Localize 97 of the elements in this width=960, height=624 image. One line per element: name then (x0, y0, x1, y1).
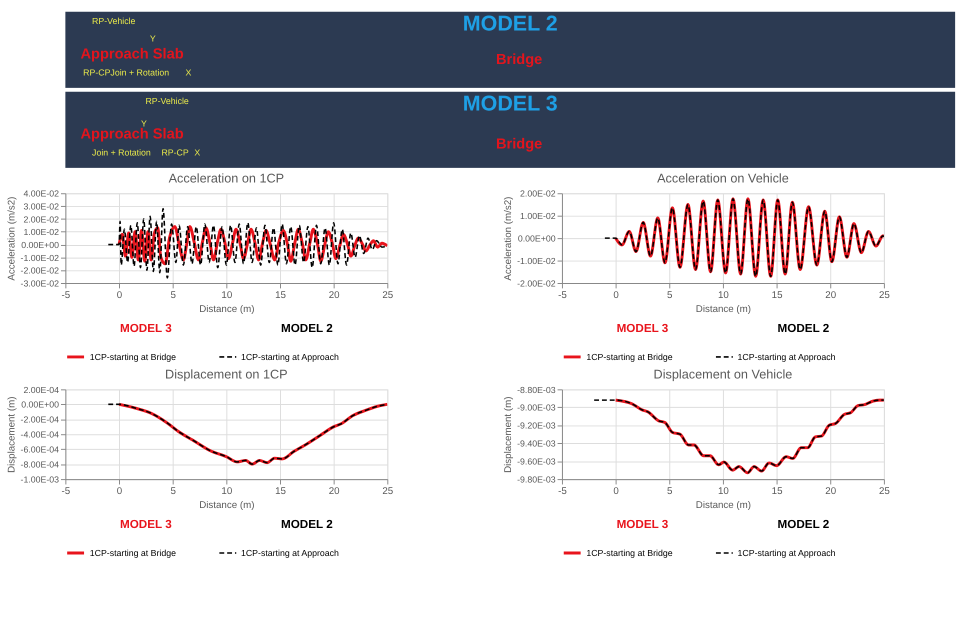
y-tick-label: 0.00E+00 (21, 400, 60, 410)
text: Y (150, 33, 156, 44)
y-tick-label: 0.00E+00 (518, 234, 556, 244)
chart-title: Acceleration on 1CP (168, 172, 284, 186)
x-tick-label: 10 (221, 290, 233, 302)
y-tick-label: -2.00E-02 (20, 266, 60, 276)
y-tick-label: 4.00E-02 (23, 188, 60, 199)
y-tick-label: -1.00E-02 (517, 256, 556, 266)
x-tick-label: -5 (558, 290, 568, 302)
y-tick-label: -4.00E-04 (20, 430, 60, 440)
legend-label: 1CP-starting at Approach (240, 548, 340, 558)
text: Bridge (496, 52, 542, 68)
chart-title: Acceleration on Vehicle (657, 172, 789, 186)
x-tick-label: 25 (382, 486, 394, 498)
y-tick-label: -8.80E-03 (517, 384, 556, 395)
x-tick-label: 15 (275, 290, 286, 302)
y-tick-label: -6.00E-04 (20, 444, 60, 455)
x-tick-label: 0 (116, 486, 123, 498)
chart-title: Displacement on 1CP (165, 368, 288, 382)
y-tick-label: -8.00E-04 (20, 460, 60, 470)
y-tick-label: 2.00E-02 (520, 188, 556, 199)
y-tick-label: -9.60E-03 (517, 456, 556, 467)
x-tick-label: 20 (328, 486, 340, 498)
y-tick-label: 1.00E-02 (520, 211, 556, 222)
x-tick-label: -5 (62, 290, 71, 302)
text: Approach Slab (80, 46, 184, 63)
text: MODEL 3 (120, 518, 172, 531)
y-axis-title: Displacement (m) (6, 396, 18, 473)
y-tick-label: -2.00E-04 (20, 414, 60, 425)
legend-label: 1CP-starting at Approach (738, 352, 836, 362)
y-tick-label: 1.00E-02 (23, 227, 60, 238)
x-tick-label: 15 (275, 486, 286, 498)
text: MODEL 2 (462, 11, 558, 36)
text: RP-Vehicle (92, 16, 136, 26)
y-tick-label: -1.00E-03 (20, 474, 60, 485)
text: RP-Vehicle (145, 96, 189, 106)
x-tick-label: 20 (328, 290, 340, 302)
x-tick-label: 25 (878, 290, 890, 302)
x-tick-label: -5 (62, 486, 71, 498)
text: X (185, 68, 192, 78)
text: MODEL 3 (616, 518, 669, 531)
y-tick-label: -9.00E-03 (517, 402, 556, 413)
x-tick-label: 0 (613, 486, 620, 498)
x-tick-label: 20 (825, 290, 837, 302)
text: Y (140, 118, 147, 129)
legend-label: 1CP-starting at Approach (240, 352, 340, 362)
text: Bridge (496, 136, 542, 152)
x-tick-label: 10 (718, 290, 730, 302)
text: Join + Rotation (92, 148, 151, 158)
x-tick-label: 10 (718, 486, 730, 498)
y-axis-title: Displacement (m) (503, 396, 514, 473)
x-tick-label: 20 (825, 486, 837, 498)
x-tick-label: 10 (221, 486, 233, 498)
legend-label: 1CP-starting at Approach (738, 548, 836, 558)
text: RP-CP (161, 148, 189, 158)
legend-label: 1CP-starting at Bridge (90, 352, 176, 362)
text: MODEL 2 (778, 322, 830, 335)
text: MODEL 3 (616, 322, 669, 335)
x-tick-label: -5 (558, 486, 568, 498)
text: MODEL 2 (778, 518, 830, 531)
y-tick-label: -9.40E-03 (517, 438, 556, 449)
x-axis-title: Distance (m) (199, 500, 254, 511)
y-tick-label: 2.00E-04 (23, 384, 60, 395)
text: X (194, 148, 200, 158)
y-tick-label: 0.00E+00 (21, 240, 60, 250)
text: MODEL 3 (120, 322, 172, 335)
text: MODEL 2 (280, 518, 334, 531)
x-tick-label: 25 (878, 486, 890, 498)
legend-label: 1CP-starting at Bridge (586, 352, 673, 362)
x-axis-title: Distance (m) (199, 304, 254, 315)
x-tick-label: 25 (382, 290, 394, 302)
y-tick-label: -3.00E-02 (20, 278, 60, 288)
text: RP-CPJoin + Rotation (83, 68, 170, 78)
y-tick-label: -9.20E-03 (517, 420, 556, 431)
chart-title: Displacement on Vehicle (654, 368, 792, 382)
y-tick-label: -1.00E-02 (20, 252, 60, 263)
x-tick-label: 5 (170, 486, 176, 498)
legend-label: 1CP-starting at Bridge (90, 548, 176, 558)
y-tick-label: -9.80E-03 (517, 474, 556, 485)
legend-label: 1CP-starting at Bridge (586, 548, 673, 558)
x-tick-label: 0 (613, 290, 620, 302)
y-tick-label: -2.00E-02 (517, 278, 556, 288)
x-tick-label: 5 (170, 290, 176, 302)
text: Approach Slab (80, 126, 184, 143)
x-axis-title: Distance (m) (696, 500, 752, 511)
x-tick-label: 5 (667, 486, 674, 498)
x-axis-title: Distance (m) (696, 304, 752, 315)
y-axis-title: Acceleration (m/s2) (503, 196, 514, 281)
text: MODEL 3 (462, 91, 558, 116)
y-axis-title: Acceleration (m/s2) (6, 196, 18, 281)
x-tick-label: 5 (667, 290, 674, 302)
x-tick-label: 15 (772, 290, 784, 302)
x-tick-label: 0 (116, 290, 123, 302)
text: MODEL 2 (280, 322, 334, 335)
y-tick-label: 3.00E-02 (23, 201, 60, 212)
x-tick-label: 15 (772, 486, 784, 498)
y-tick-label: 2.00E-02 (23, 214, 60, 224)
